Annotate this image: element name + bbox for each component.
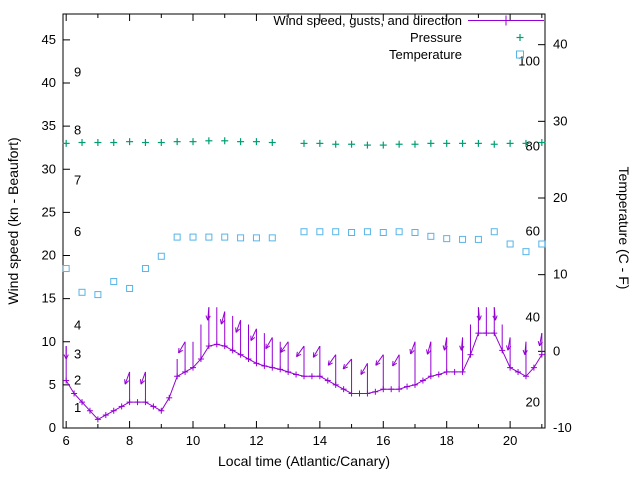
svg-text:Wind speed, gusts, and directi: Wind speed, gusts, and direction bbox=[273, 13, 462, 28]
y-axis-left-ticks: 0 5 10 15 20 25 30 35 40 45 bbox=[42, 32, 70, 435]
wind-direction-arrows bbox=[63, 307, 543, 385]
svg-text:20: 20 bbox=[42, 248, 56, 263]
legend-entry-pressure: Pressure bbox=[410, 30, 524, 45]
legend-entry-temperature: Temperature bbox=[389, 47, 524, 62]
svg-text:10: 10 bbox=[42, 334, 56, 349]
y-axis-right-title: Temperature (C - F) bbox=[616, 166, 632, 290]
svg-text:30: 30 bbox=[553, 113, 567, 128]
svg-text:8: 8 bbox=[126, 433, 133, 448]
fahrenheit-scale-labels: 20 40 60 80 100 bbox=[518, 54, 540, 410]
svg-text:18: 18 bbox=[439, 433, 453, 448]
svg-text:20: 20 bbox=[503, 433, 517, 448]
svg-text:100: 100 bbox=[518, 54, 540, 69]
svg-text:60: 60 bbox=[526, 224, 540, 239]
svg-text:35: 35 bbox=[42, 118, 56, 133]
svg-text:10: 10 bbox=[186, 433, 200, 448]
svg-text:6: 6 bbox=[74, 224, 81, 239]
svg-text:3: 3 bbox=[74, 347, 81, 362]
legend: Wind speed, gusts, and direction Pressure… bbox=[273, 13, 544, 62]
svg-text:80: 80 bbox=[526, 139, 540, 154]
svg-text:4: 4 bbox=[74, 317, 81, 332]
svg-text:12: 12 bbox=[249, 433, 263, 448]
beaufort-scale-labels: 1 2 3 4 6 7 8 9 bbox=[74, 65, 81, 416]
svg-text:15: 15 bbox=[42, 291, 56, 306]
wind-series bbox=[63, 307, 545, 423]
svg-text:40: 40 bbox=[42, 75, 56, 90]
svg-text:5: 5 bbox=[49, 377, 56, 392]
svg-text:20: 20 bbox=[553, 190, 567, 205]
svg-text:Pressure: Pressure bbox=[410, 30, 462, 45]
svg-text:0: 0 bbox=[49, 420, 56, 435]
svg-text:20: 20 bbox=[526, 395, 540, 410]
legend-entry-wind: Wind speed, gusts, and direction bbox=[273, 13, 544, 28]
svg-text:9: 9 bbox=[74, 65, 81, 80]
svg-text:10: 10 bbox=[553, 267, 567, 282]
svg-text:1: 1 bbox=[74, 400, 81, 415]
svg-text:6: 6 bbox=[63, 433, 70, 448]
svg-text:7: 7 bbox=[74, 172, 81, 187]
x-axis-title: Local time (Atlantic/Canary) bbox=[218, 453, 390, 469]
svg-text:Temperature: Temperature bbox=[389, 47, 462, 62]
svg-text:30: 30 bbox=[42, 161, 56, 176]
svg-text:16: 16 bbox=[376, 433, 390, 448]
svg-text:40: 40 bbox=[553, 37, 567, 52]
pressure-series bbox=[62, 137, 546, 149]
svg-text:-10: -10 bbox=[553, 420, 572, 435]
svg-text:2: 2 bbox=[74, 373, 81, 388]
svg-text:40: 40 bbox=[526, 310, 540, 325]
temperature-series bbox=[62, 228, 546, 299]
svg-text:14: 14 bbox=[313, 433, 327, 448]
svg-text:0: 0 bbox=[553, 343, 560, 358]
y-axis-right-ticks: -10 0 10 20 30 40 bbox=[538, 37, 572, 435]
svg-text:45: 45 bbox=[42, 32, 56, 47]
plot-border bbox=[62, 13, 546, 429]
y-axis-left-title: Wind speed (kn - Beaufort) bbox=[5, 137, 21, 305]
x-axis-ticks: 6 8 10 12 14 16 18 20 bbox=[63, 14, 543, 448]
svg-text:25: 25 bbox=[42, 204, 56, 219]
svg-text:8: 8 bbox=[74, 122, 81, 137]
